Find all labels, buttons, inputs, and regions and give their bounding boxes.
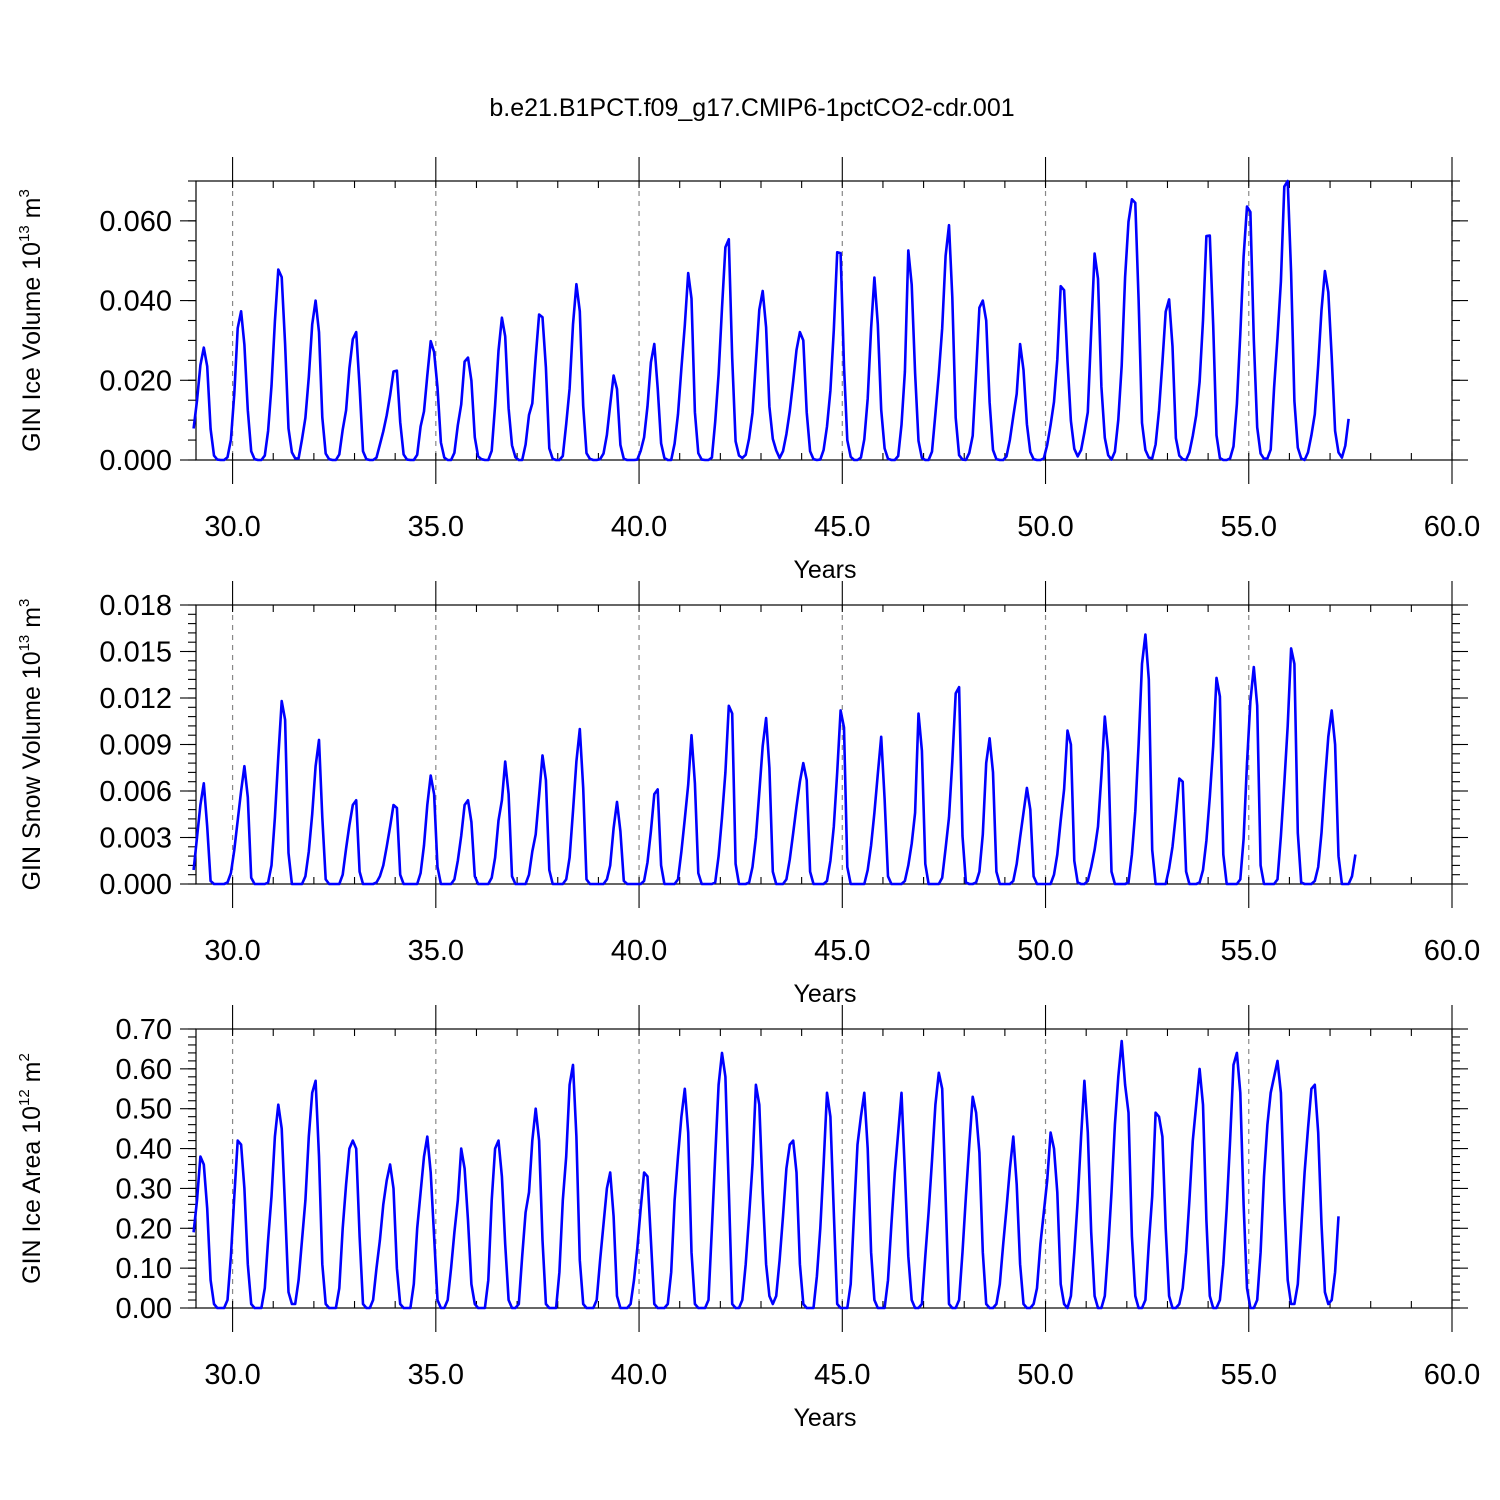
x-tick-label: 50.0 <box>1017 511 1073 543</box>
series-line <box>192 179 1350 462</box>
x-tick-label: 40.0 <box>611 1359 667 1391</box>
y-tick-label: 0.006 <box>99 776 172 808</box>
panel-1: 30.0 35.0 40.0 45.0 50.0 55.0 60.0 0.000 0.020 0.… <box>16 157 1480 584</box>
y-axis-label-unit: m <box>18 1062 46 1090</box>
y-tick-label: 0.10 <box>116 1253 172 1285</box>
x-axis-label: Years <box>793 980 856 1008</box>
x-tick-label: 60.0 <box>1424 935 1480 967</box>
y-axis-label-unit-exponent: 3 <box>16 189 33 197</box>
y-axis-label-exponent: 13 <box>16 225 33 242</box>
panel-3: 30.0 35.0 40.0 45.0 50.0 55.0 60.0 0.00 0.10 0.20… <box>16 1005 1480 1432</box>
x-tick-label: 30.0 <box>204 511 260 543</box>
y-tick-label: 0.00 <box>116 1293 172 1325</box>
y-tick-label: 0.20 <box>116 1213 172 1245</box>
y-tick-label: 0.060 <box>99 206 172 238</box>
y-axis-label-base: GIN Ice Volume 10 <box>18 242 46 452</box>
y-tick-label: 0.70 <box>116 1014 172 1046</box>
x-axis-label: Years <box>793 556 856 584</box>
y-tick-label: 0.000 <box>99 445 172 477</box>
y-tick-label: 0.040 <box>99 286 172 318</box>
y-tick-label: 0.012 <box>99 683 172 715</box>
x-tick-label: 50.0 <box>1017 1359 1073 1391</box>
y-tick-label: 0.020 <box>99 365 172 397</box>
y-tick-label: 0.30 <box>116 1173 172 1205</box>
y-axis-label-unit-exponent: 2 <box>16 1053 33 1061</box>
y-axis-label-exponent: 12 <box>16 1089 33 1106</box>
x-tick-label: 35.0 <box>408 935 464 967</box>
plot-frame <box>195 604 1453 885</box>
y-axis-label: GIN Ice Volume 1013 m3 <box>16 189 46 452</box>
plot-frame <box>195 1028 1453 1309</box>
x-tick-label: 30.0 <box>204 1359 260 1391</box>
series-line <box>192 633 1357 886</box>
x-tick-label: 40.0 <box>611 511 667 543</box>
x-tick-label: 55.0 <box>1221 511 1277 543</box>
y-axis-label-unit: m <box>18 607 46 635</box>
y-axis-label: GIN Snow Volume 1013 m3 <box>16 599 46 891</box>
y-axis-label-unit-exponent: 3 <box>16 599 33 607</box>
y-axis-label-base: GIN Snow Volume 10 <box>18 651 46 890</box>
x-tick-label: 45.0 <box>814 511 870 543</box>
y-axis-label-unit: m <box>18 198 46 226</box>
x-tick-label: 45.0 <box>814 1359 870 1391</box>
x-tick-label: 55.0 <box>1221 935 1277 967</box>
y-axis-label: GIN Ice Area 1012 m2 <box>16 1053 46 1284</box>
plot-frame <box>195 180 1453 461</box>
y-tick-label: 0.015 <box>99 637 172 669</box>
panels: 30.0 35.0 40.0 45.0 50.0 55.0 60.0 0.000 0.020 0.… <box>16 157 1480 1432</box>
x-tick-label: 60.0 <box>1424 511 1480 543</box>
x-tick-label: 55.0 <box>1221 1359 1277 1391</box>
x-tick-label: 40.0 <box>611 935 667 967</box>
y-axis-label-base: GIN Ice Area 10 <box>18 1106 46 1284</box>
panel-2: 30.0 35.0 40.0 45.0 50.0 55.0 60.0 0.000 0.003 0.… <box>16 581 1480 1008</box>
x-tick-label: 50.0 <box>1017 935 1073 967</box>
y-axis-label-exponent: 13 <box>16 635 33 652</box>
y-tick-label: 0.60 <box>116 1054 172 1086</box>
x-tick-label: 35.0 <box>408 1359 464 1391</box>
y-tick-label: 0.003 <box>99 823 172 855</box>
x-tick-label: 60.0 <box>1424 1359 1480 1391</box>
y-tick-label: 0.40 <box>116 1134 172 1166</box>
x-tick-label: 30.0 <box>204 935 260 967</box>
figure-title: b.e21.B1PCT.f09_g17.CMIP6-1pctCO2-cdr.00… <box>489 94 1014 122</box>
x-tick-label: 35.0 <box>408 511 464 543</box>
series-line <box>192 1039 1340 1310</box>
y-tick-label: 0.009 <box>99 730 172 762</box>
y-tick-label: 0.000 <box>99 869 172 901</box>
x-tick-label: 45.0 <box>814 935 870 967</box>
x-axis-label: Years <box>793 1404 856 1432</box>
y-tick-label: 0.50 <box>116 1094 172 1126</box>
y-tick-label: 0.018 <box>99 590 172 622</box>
